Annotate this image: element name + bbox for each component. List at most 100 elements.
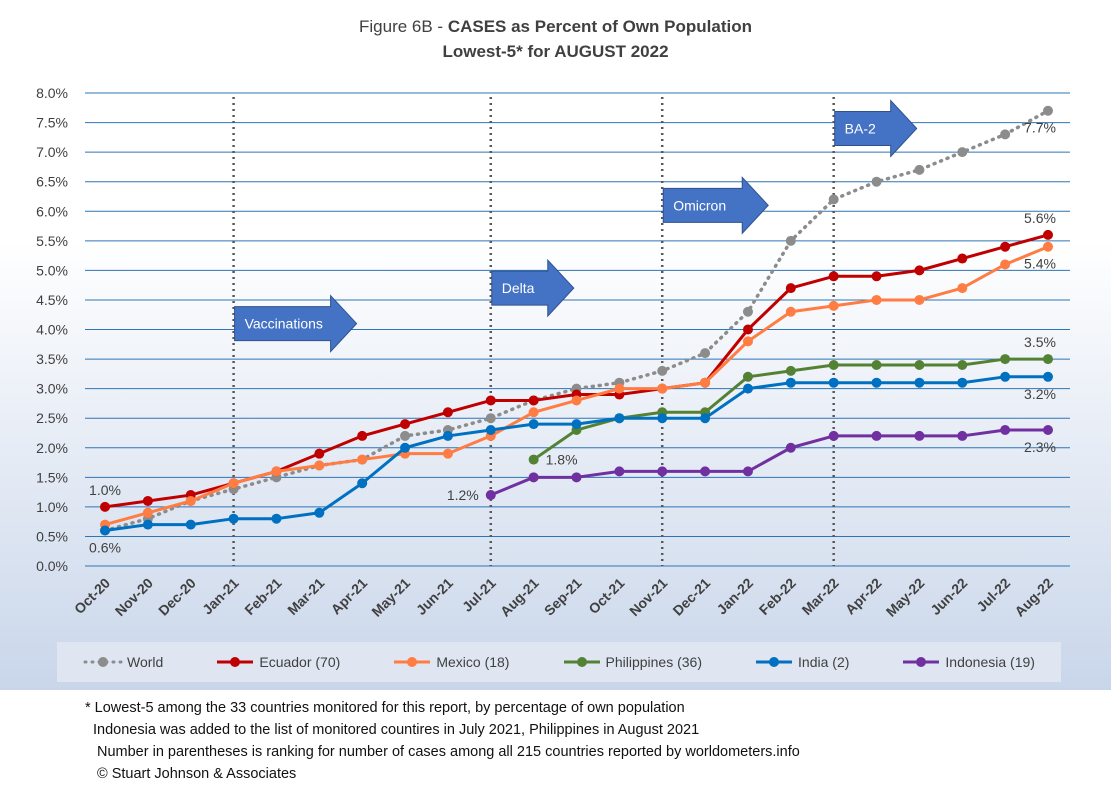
arrow-label: Delta <box>502 280 535 296</box>
y-tick-label: 8.0% <box>36 85 68 101</box>
y-tick-label: 6.5% <box>36 174 68 190</box>
chart-legend: World Ecuador (70) Mexico (18) Philippines … <box>57 642 1061 682</box>
data-label: 7.7% <box>1024 120 1056 136</box>
data-point-india-2 <box>442 430 453 441</box>
data-point-mexico-18 <box>357 454 368 465</box>
data-point-ecuador-70 <box>957 253 968 264</box>
legend-label: Indonesia (19) <box>945 654 1035 670</box>
legend-swatch <box>903 657 940 667</box>
data-point-world <box>828 194 839 205</box>
data-point-india-2 <box>700 413 711 424</box>
arrow-vaccinations <box>234 294 358 353</box>
data-point-ecuador-70 <box>1000 241 1011 252</box>
x-tick-label: Nov-20 <box>112 575 156 619</box>
data-point-mexico-18 <box>528 407 539 418</box>
data-point-world <box>700 348 711 359</box>
legend-item-indonesia-19: Indonesia (19) <box>901 654 1035 670</box>
x-tick-label: Aug-22 <box>1011 575 1056 620</box>
data-point-india-2 <box>185 519 196 530</box>
data-point-mexico-18 <box>828 300 839 311</box>
x-tick-label: Oct-21 <box>585 575 627 617</box>
data-point-mexico-18 <box>571 395 582 406</box>
chart-title-main: CASES as Percent of Own Population <box>447 17 752 36</box>
data-label: 1.2% <box>447 487 479 503</box>
footnote-4: © Stuart Johnson & Associates <box>97 766 297 782</box>
data-point-india-2 <box>785 377 796 388</box>
data-label: 3.5% <box>1024 334 1056 350</box>
data-point-india-2 <box>914 377 925 388</box>
legend-label: Mexico (18) <box>436 654 510 670</box>
legend-item-philippines-36: Philippines (36) <box>562 654 703 670</box>
legend-swatch <box>394 657 431 667</box>
x-tick-label: Jan-22 <box>713 575 756 618</box>
legend-item-world: World <box>83 654 163 670</box>
data-point-india-2 <box>314 507 325 518</box>
x-tick-label: Dec-20 <box>155 575 199 619</box>
data-label: 3.2% <box>1024 386 1056 402</box>
data-point-philippines-36 <box>742 371 753 382</box>
y-tick-label: 4.5% <box>36 292 68 308</box>
data-label: 1.8% <box>546 452 578 468</box>
data-point-mexico-18 <box>700 377 711 388</box>
data-point-india-2 <box>614 413 625 424</box>
data-point-ecuador-70 <box>400 419 411 430</box>
y-tick-label: 0.0% <box>36 558 68 574</box>
data-point-ecuador-70 <box>914 265 925 276</box>
legend-item-mexico-18: Mexico (18) <box>392 654 509 670</box>
data-point-mexico-18 <box>957 283 968 294</box>
data-point-india-2 <box>485 425 496 436</box>
chart-panel <box>0 0 1111 690</box>
data-point-world <box>400 430 411 441</box>
data-point-india-2 <box>742 383 753 394</box>
legend-label: Philippines (36) <box>605 654 703 670</box>
data-point-ecuador-70 <box>528 395 539 406</box>
data-point-india-2 <box>400 442 411 453</box>
data-point-indonesia-19 <box>700 466 711 477</box>
chart-title-prefix: Figure 6B - <box>359 17 448 36</box>
data-point-philippines-36 <box>828 359 839 370</box>
data-point-mexico-18 <box>185 495 196 506</box>
y-tick-label: 7.5% <box>36 115 68 131</box>
x-tick-label: Feb-22 <box>756 575 799 618</box>
legend-label: India (2) <box>798 654 850 670</box>
x-tick-label: Oct-20 <box>71 575 113 617</box>
data-point-indonesia-19 <box>1000 425 1011 436</box>
legend-item-india-2: India (2) <box>754 654 849 670</box>
data-point-ecuador-70 <box>871 271 882 282</box>
data-point-ecuador-70 <box>485 395 496 406</box>
data-point-ecuador-70 <box>828 271 839 282</box>
footnote-1: * Lowest-5 among the 33 countries monito… <box>85 700 685 716</box>
x-tick-label: Apr-21 <box>328 575 371 618</box>
data-point-world <box>1043 105 1053 116</box>
data-point-world <box>785 235 796 246</box>
data-point-philippines-36 <box>528 454 539 465</box>
line-chart: 0.0% 0.5% 1.0% 1.5% 2.0% 2.5% 3.0% 3.5% 4.0% 4.5%… <box>36 85 1070 620</box>
data-point-ecuador-70 <box>785 283 796 294</box>
arrow-label: Omicron <box>673 197 726 213</box>
x-tick-label: Dec-21 <box>669 575 713 619</box>
data-point-indonesia-19 <box>1043 425 1053 436</box>
data-point-indonesia-19 <box>742 466 753 477</box>
legend-swatch <box>83 657 123 667</box>
data-point-mexico-18 <box>657 383 668 394</box>
x-tick-label: Jul-22 <box>973 575 1013 615</box>
data-point-indonesia-19 <box>828 430 839 441</box>
y-tick-label: 3.5% <box>36 351 68 367</box>
y-tick-label: 1.0% <box>36 499 68 515</box>
data-point-philippines-36 <box>957 359 968 370</box>
data-point-ecuador-70 <box>742 324 753 335</box>
footnote-3: Number in parentheses is ranking for num… <box>97 744 800 760</box>
x-tick-label: Jun-22 <box>927 575 970 618</box>
footnotes: * Lowest-5 among the 33 countries monito… <box>85 697 800 785</box>
data-point-world <box>957 147 968 158</box>
data-point-mexico-18 <box>785 306 796 317</box>
y-tick-label: 3.0% <box>36 381 68 397</box>
chart-subtitle: Lowest-5* for AUGUST 2022 <box>442 42 669 61</box>
legend-item-ecuador-70: Ecuador (70) <box>215 654 340 670</box>
y-tick-label: 0.5% <box>36 528 68 544</box>
data-point-india-2 <box>1000 371 1011 382</box>
data-point-indonesia-19 <box>614 466 625 477</box>
data-point-india-2 <box>828 377 839 388</box>
data-point-india-2 <box>142 519 153 530</box>
data-point-mexico-18 <box>271 466 282 477</box>
